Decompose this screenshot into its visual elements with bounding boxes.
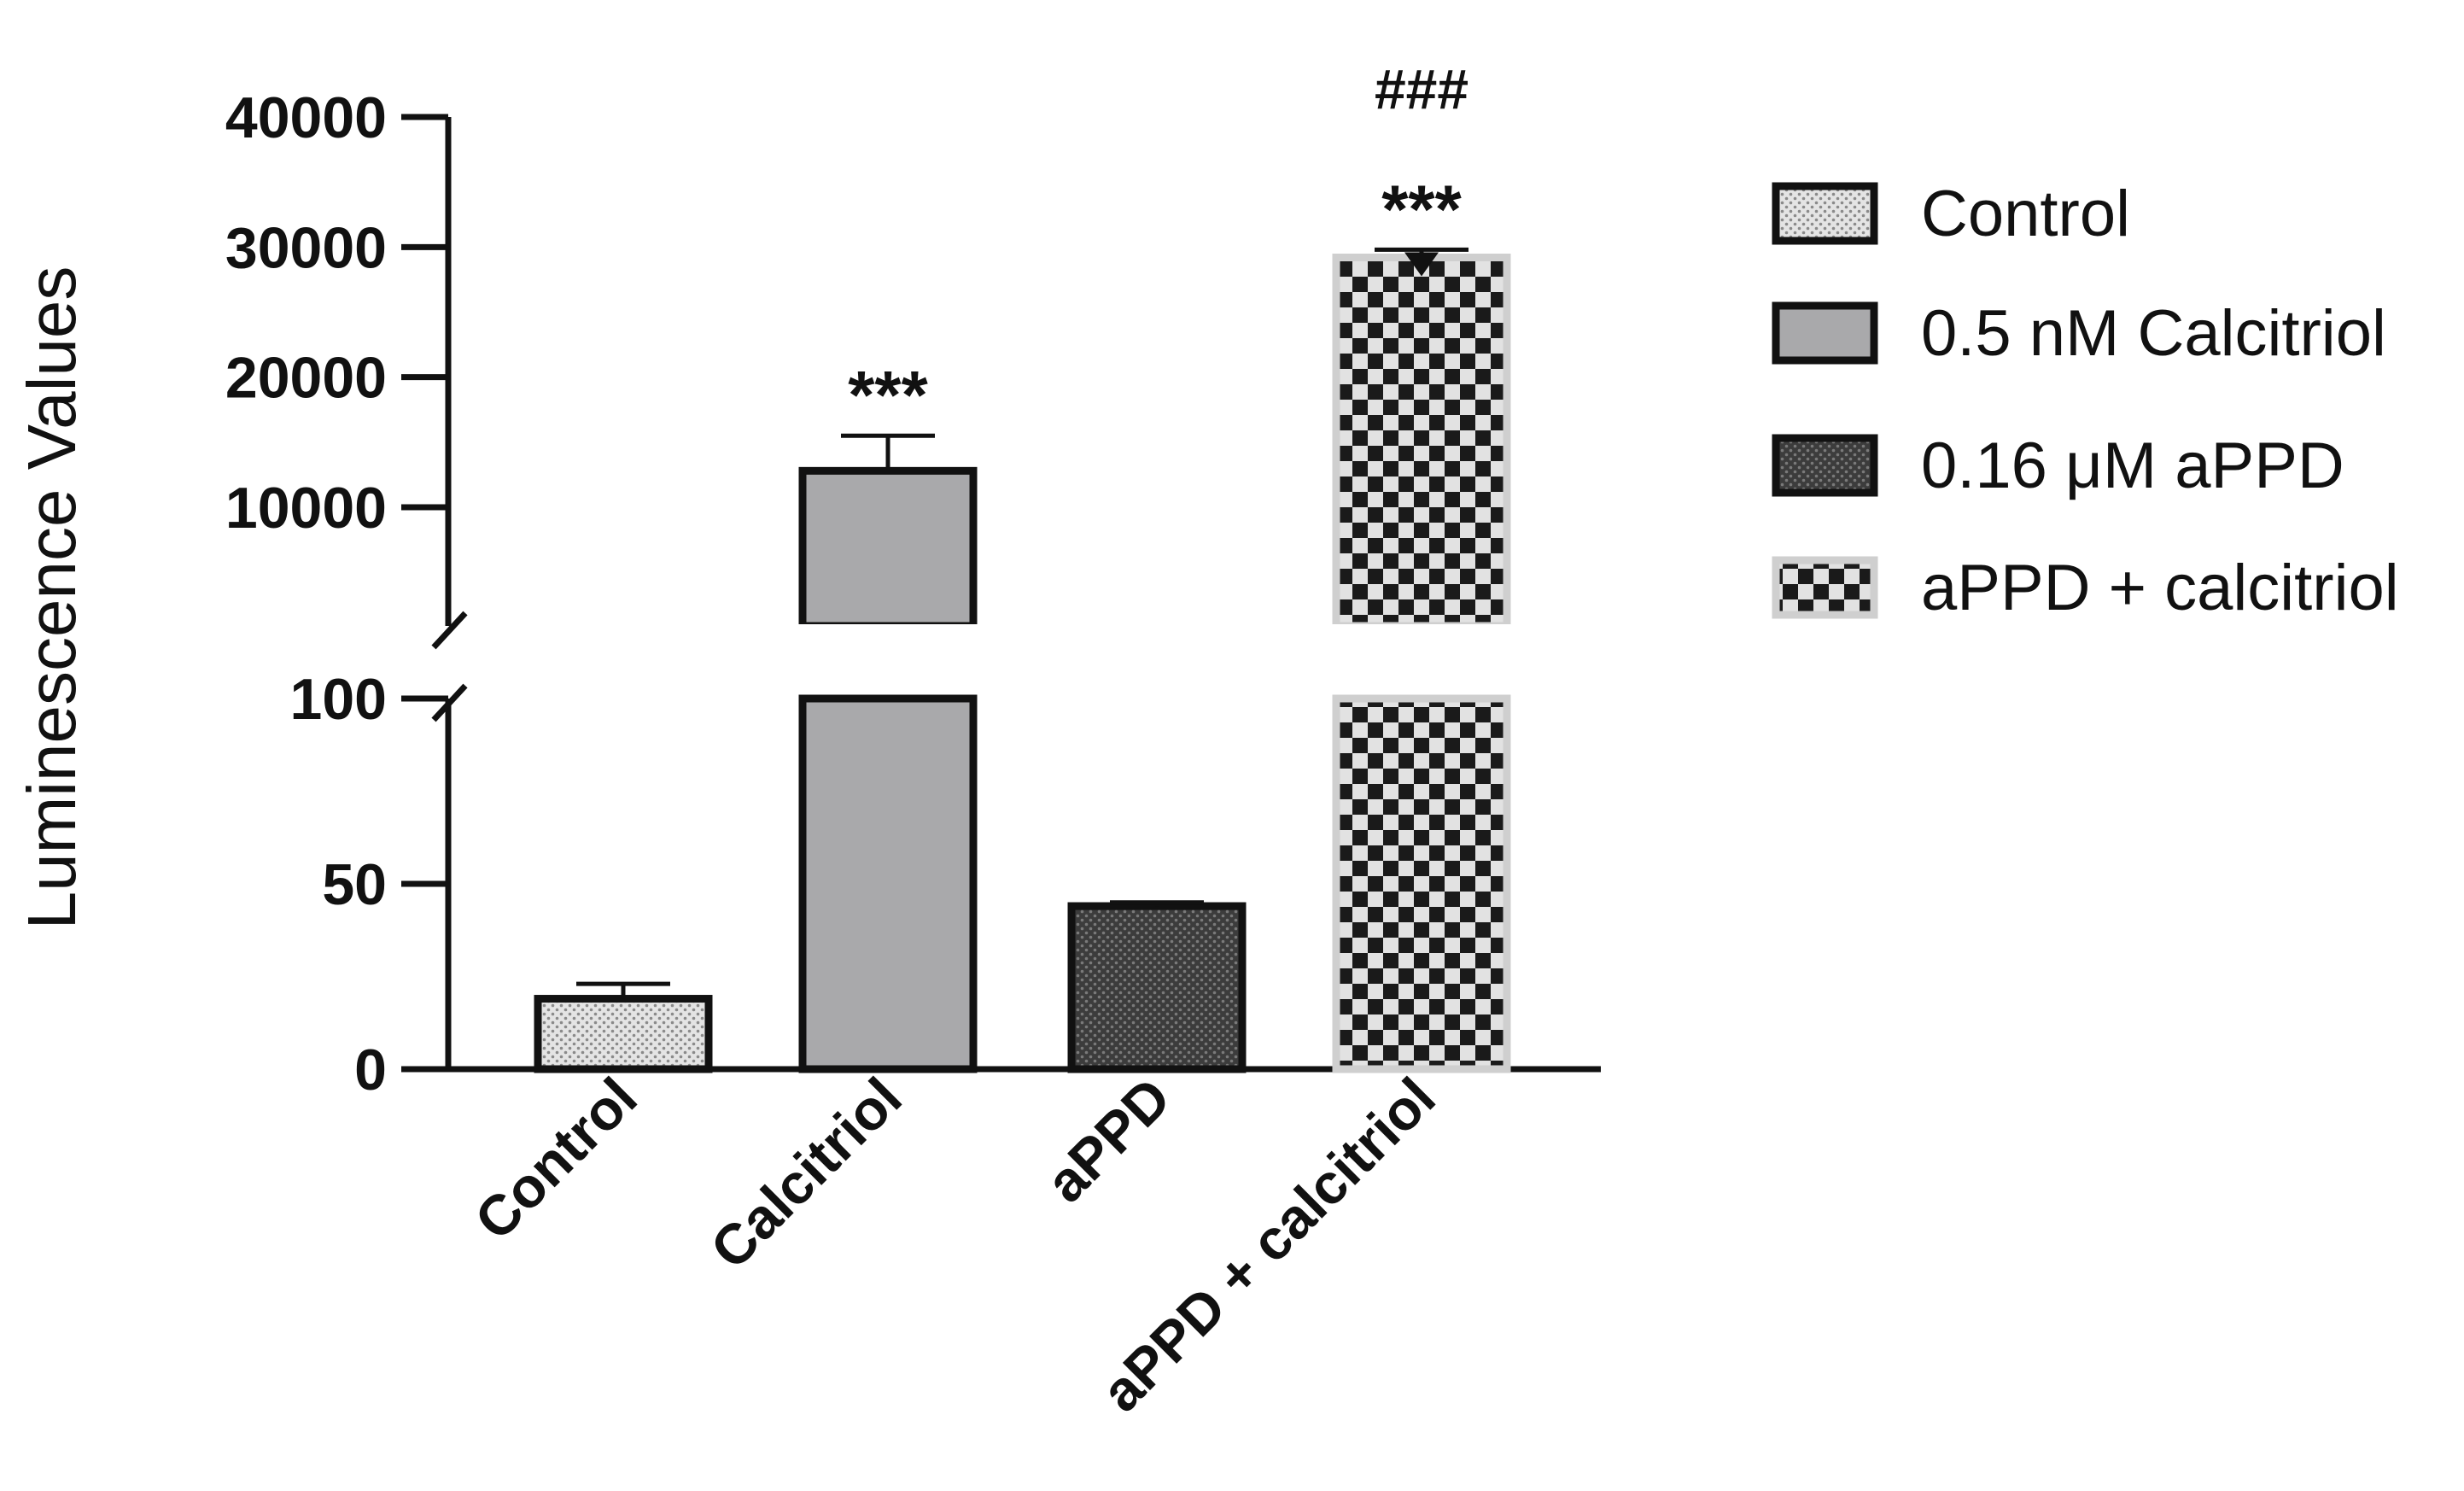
bar-1-upper	[798, 466, 978, 630]
x-tick-label: Calcitriol	[698, 1066, 914, 1281]
legend-label: aPPD + calcitriol	[1921, 552, 2399, 624]
bar-3-lower	[1332, 694, 1511, 1073]
legend: Control 0.5 nM Calcitriol 0.16 μM aPPD aPPD…	[1772, 178, 2399, 624]
legend-label: 0.5 nM Calcitriol	[1921, 297, 2386, 370]
bar-2	[1067, 902, 1247, 1073]
bar-3-upper	[1332, 254, 1511, 630]
error-marker	[1404, 252, 1439, 277]
y-tick-label: 30000	[225, 215, 387, 280]
y-axis-title: Luminescence Values	[14, 266, 90, 930]
y-tick-label: 40000	[225, 85, 387, 150]
legend-swatch	[1772, 301, 1878, 365]
y-tick-label: 0	[354, 1038, 387, 1102]
y-tick-label: 50	[322, 852, 387, 917]
legend-swatch	[1772, 556, 1878, 619]
bars	[534, 247, 1512, 1073]
axis-break-mark-lower	[431, 683, 468, 722]
y-tick-label: 10000	[225, 476, 387, 541]
axes: 10000 20000 30000 40000 0 50 100	[225, 85, 1601, 1102]
significance-label: ***	[848, 357, 928, 433]
significance-label: ***	[1381, 171, 1462, 247]
break-gap	[797, 624, 978, 633]
bar-1-lower	[798, 694, 978, 1073]
legend-label: 0.16 μM aPPD	[1921, 430, 2344, 502]
axis-break-mark-upper	[431, 611, 468, 650]
legend-swatch	[1772, 182, 1878, 245]
y-tick-label: 100	[290, 667, 387, 732]
significance-label: ###	[1375, 57, 1468, 120]
bar-0	[534, 995, 713, 1073]
x-tick-label: Control	[463, 1066, 649, 1252]
legend-label: Control	[1921, 178, 2130, 250]
break-gap	[1331, 624, 1512, 633]
legend-swatch	[1772, 434, 1878, 497]
y-tick-label: 20000	[225, 346, 387, 411]
x-tick-label: aPPD	[1034, 1066, 1182, 1214]
